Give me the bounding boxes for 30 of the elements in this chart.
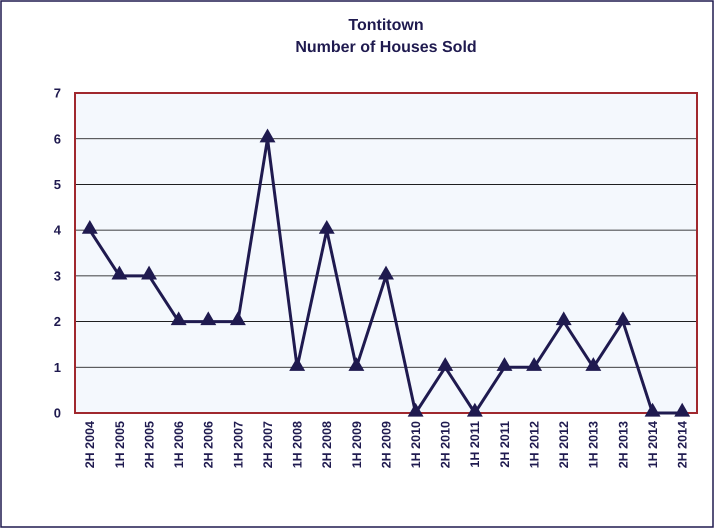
- chart-title: Tontitown Number of Houses Sold: [295, 17, 477, 56]
- y-tick-label: 3: [54, 268, 61, 284]
- x-tick-label: 1H 2010: [408, 420, 423, 468]
- x-tick-label: 1H 2009: [350, 420, 364, 468]
- x-tick-label: 2H 2008: [320, 420, 334, 468]
- x-tick-label: 2H 2010: [438, 420, 453, 468]
- x-tick-label: 2H 2007: [260, 420, 275, 468]
- x-tick-label: 1H 2011: [468, 420, 482, 468]
- x-tick-label: 2H 2006: [202, 420, 216, 468]
- y-tick-label: 0: [54, 406, 61, 421]
- y-tick-label: 6: [54, 131, 61, 146]
- x-tick-label: 1H 2007: [231, 420, 246, 468]
- x-tick-label: 2H 2011: [498, 420, 512, 468]
- x-tick-label: 1H 2012: [527, 420, 542, 468]
- x-tick-label: 1H 2013: [586, 420, 601, 468]
- y-tick-label: 4: [54, 222, 62, 238]
- y-tick-label: 1: [54, 360, 61, 375]
- x-tick-label: 1H 2005: [112, 420, 127, 468]
- x-tick-label: 2H 2005: [142, 420, 156, 468]
- y-tick-label: 2: [54, 314, 61, 330]
- x-tick-label: 2H 2009: [379, 420, 394, 468]
- x-tick-label: 1H 2014: [646, 420, 660, 468]
- x-tick-label: 2H 2012: [557, 420, 572, 468]
- x-tick-label: 2H 2004: [83, 420, 98, 468]
- x-tick-label: 1H 2006: [172, 420, 186, 468]
- y-tick-label: 5: [54, 176, 61, 192]
- y-tick-label: 7: [54, 86, 61, 101]
- x-tick-label: 2H 2013: [616, 420, 630, 468]
- x-tick-label: 1H 2008: [290, 420, 305, 468]
- x-tick-label: 2H 2014: [676, 420, 690, 468]
